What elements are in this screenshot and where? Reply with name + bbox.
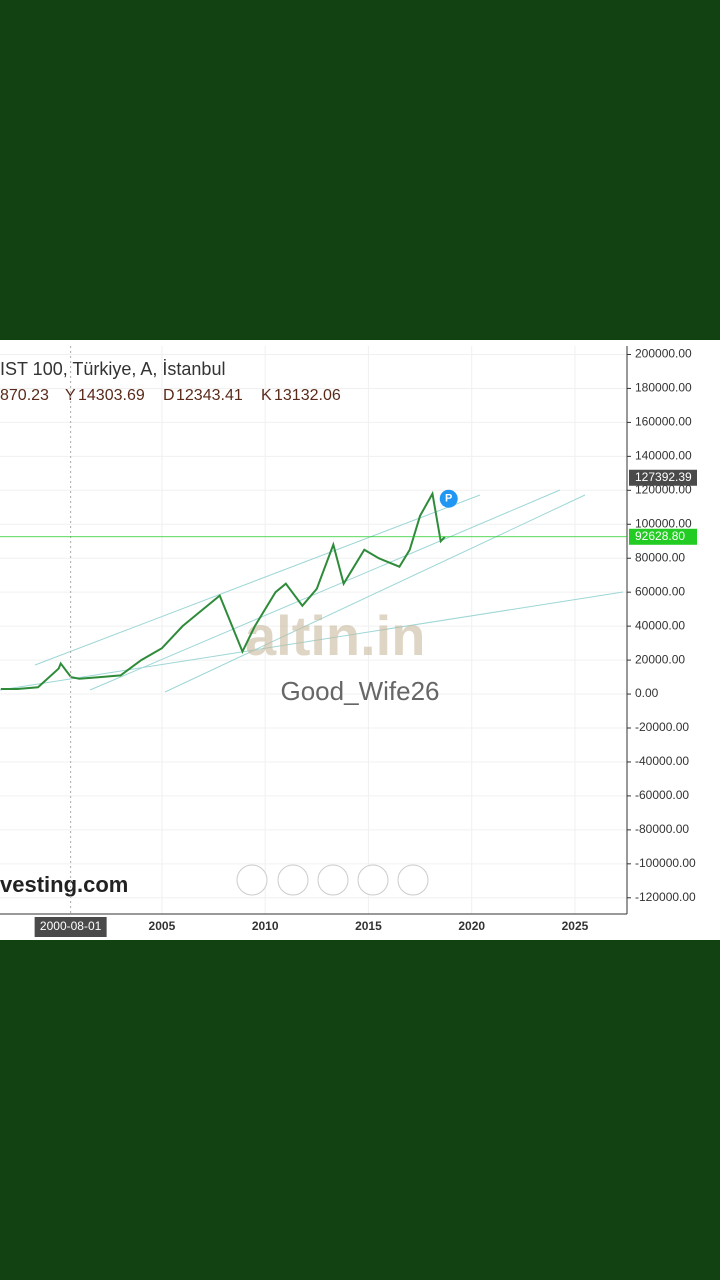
zoom-out[interactable] — [277, 864, 309, 896]
price-box — [629, 528, 697, 545]
y-tick-label: -100000.00 — [635, 856, 696, 870]
crosshair-label: 2000-08-01 — [40, 919, 102, 933]
x-tick-label: 2015 — [355, 919, 382, 933]
y-tick-label: -60000.00 — [635, 788, 689, 802]
y-tick-label: -80000.00 — [635, 822, 689, 836]
nav-left[interactable] — [236, 864, 268, 896]
nav-buttons — [236, 864, 429, 896]
ohlc-value: 870.23 — [0, 387, 49, 404]
price-line — [0, 490, 446, 690]
y-tick-label: 0.00 — [635, 686, 659, 700]
y-tick-label: -120000.00 — [635, 890, 696, 904]
price-label: 127392.39 — [635, 470, 692, 484]
ohlc-key: K — [261, 387, 272, 404]
y-tick-label: 80000.00 — [635, 550, 685, 564]
p-marker-label: P — [445, 493, 452, 505]
x-tick-label: 2020 — [458, 919, 485, 933]
p-marker — [439, 489, 458, 508]
y-tick-label: 100000.00 — [635, 516, 692, 530]
y-tick-label: 200000.00 — [635, 347, 692, 361]
ohlc-value: 12343.41 — [176, 387, 243, 404]
y-tick-label: 160000.00 — [635, 415, 692, 429]
price-box — [629, 469, 697, 486]
ohlc-key: Y — [65, 387, 76, 404]
reset[interactable] — [317, 864, 349, 896]
y-tick-label: 180000.00 — [635, 381, 692, 395]
ohlc: 870.23 Y 14303.69 D 12343.41 K 13132.06 — [0, 387, 341, 404]
username: Good_Wife26 — [281, 676, 440, 706]
x-tick-label: 2025 — [562, 919, 589, 933]
y-tick-label: 120000.00 — [635, 482, 692, 496]
y-tick-label: 20000.00 — [635, 652, 685, 666]
logo: vesting.com — [0, 872, 128, 897]
nav-right[interactable] — [397, 864, 429, 896]
ohlc-value: 14303.69 — [78, 387, 145, 404]
ohlc-key: D — [163, 387, 175, 404]
watermark: altin.in — [245, 604, 425, 667]
y-tick-label: -40000.00 — [635, 754, 689, 768]
y-tick-label: 60000.00 — [635, 584, 685, 598]
price-label: 92628.80 — [635, 529, 685, 543]
trendlines — [0, 489, 624, 693]
chart-title: IST 100, Türkiye, A, İstanbul — [0, 359, 225, 379]
y-tick-label: -20000.00 — [635, 720, 689, 734]
crosshair-box — [34, 917, 107, 937]
y-tick-label: 40000.00 — [635, 618, 685, 632]
ohlc-value: 13132.06 — [274, 387, 341, 404]
x-tick-label: 2005 — [149, 919, 176, 933]
x-tick-label: 2010 — [252, 919, 279, 933]
zoom-in[interactable] — [357, 864, 389, 896]
y-tick-label: 140000.00 — [635, 449, 692, 463]
chart-panel — [0, 340, 720, 940]
